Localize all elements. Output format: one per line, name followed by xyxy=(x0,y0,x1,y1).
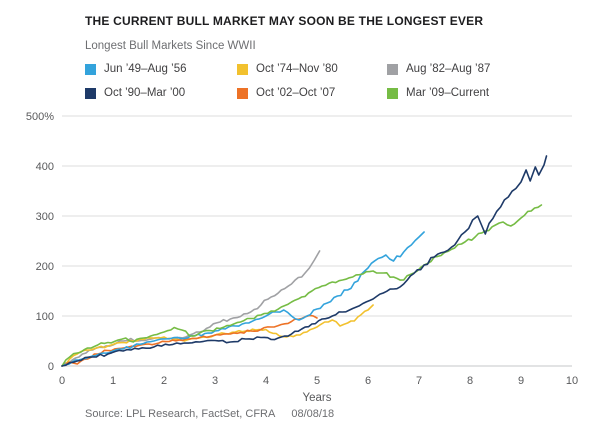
legend-label: Oct ’90–Mar ’00 xyxy=(104,87,186,99)
source-text: Source: LPL Research, FactSet, CFRA xyxy=(85,408,276,420)
legend-label: Aug ’82–Aug ’87 xyxy=(406,63,491,75)
legend-swatch-jun49 xyxy=(85,64,96,75)
svg-text:300: 300 xyxy=(36,211,54,223)
chart-title: THE CURRENT BULL MARKET MAY SOON BE THE … xyxy=(85,14,484,28)
svg-text:Years: Years xyxy=(303,392,332,404)
source-date: 08/08/18 xyxy=(291,408,335,420)
legend-item: Aug ’82–Aug ’87 xyxy=(387,63,580,76)
svg-text:0: 0 xyxy=(48,361,54,373)
legend-swatch-mar09 xyxy=(387,88,398,99)
legend-swatch-oct02 xyxy=(237,88,248,99)
svg-text:8: 8 xyxy=(467,375,473,387)
svg-text:200: 200 xyxy=(36,261,54,273)
source-line: Source: LPL Research, FactSet, CFRA 08/08… xyxy=(85,408,580,420)
svg-text:500%: 500% xyxy=(26,111,54,123)
svg-text:1: 1 xyxy=(110,375,116,387)
chart-legend: Jun ’49–Aug ’56 Oct ’74–Nov ’80 Aug ’82–… xyxy=(85,63,580,100)
legend-label: Oct ’74–Nov ’80 xyxy=(256,63,338,75)
svg-text:4: 4 xyxy=(263,375,269,387)
legend-swatch-oct74 xyxy=(237,64,248,75)
svg-text:0: 0 xyxy=(59,375,65,387)
legend-label: Mar ’09–Current xyxy=(406,87,490,99)
legend-label: Oct ’02–Oct ’07 xyxy=(256,87,336,99)
legend-swatch-aug82 xyxy=(387,64,398,75)
chart-subtitle: Longest Bull Markets Since WWII xyxy=(85,40,256,52)
legend-item: Oct ’02–Oct ’07 xyxy=(237,87,387,100)
legend-item: Oct ’90–Mar ’00 xyxy=(85,87,237,100)
legend-label: Jun ’49–Aug ’56 xyxy=(104,63,187,75)
legend-item: Oct ’74–Nov ’80 xyxy=(237,63,387,76)
svg-text:6: 6 xyxy=(365,375,371,387)
chart-canvas: 0 100 200 300 400 500% 0 1 2 3 4 5 6 7 8 9 10 Years xyxy=(26,111,578,404)
svg-text:9: 9 xyxy=(518,375,524,387)
legend-item: Mar ’09–Current xyxy=(387,87,580,100)
legend-swatch-oct90 xyxy=(85,88,96,99)
svg-text:2: 2 xyxy=(161,375,167,387)
svg-text:400: 400 xyxy=(36,161,54,173)
svg-text:3: 3 xyxy=(212,375,218,387)
svg-text:100: 100 xyxy=(36,311,54,323)
svg-text:10: 10 xyxy=(566,375,578,387)
legend-item: Jun ’49–Aug ’56 xyxy=(85,63,237,76)
svg-text:5: 5 xyxy=(314,375,320,387)
svg-text:7: 7 xyxy=(416,375,422,387)
